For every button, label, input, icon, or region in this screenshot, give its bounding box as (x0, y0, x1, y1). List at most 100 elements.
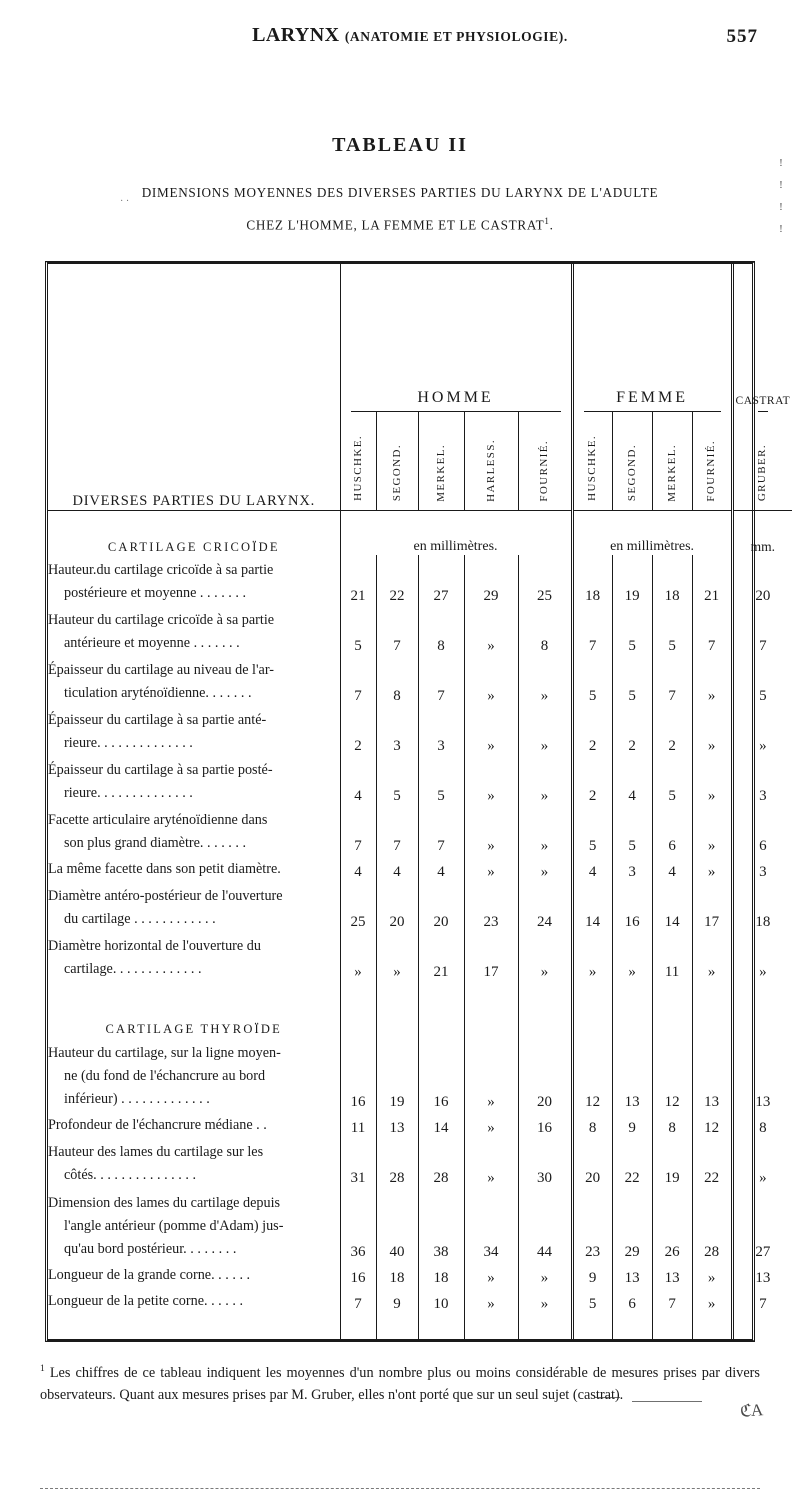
page-bottom-rule (40, 1488, 760, 1489)
row-label: Longueur de la petite corne. . . . . . (48, 1293, 244, 1310)
cell-value: 18 (651, 555, 693, 606)
cell-value: 20 (517, 1037, 573, 1112)
cell-value: 24 (517, 881, 573, 932)
cell-value: 4 (339, 755, 376, 806)
cell-value: 5 (611, 605, 653, 656)
cell-value: » (517, 1287, 573, 1314)
table-row: Diamètre antéro-postérieur de l'ouvertur… (48, 881, 793, 932)
table-subtitle: DIMENSIONS MOYENNES DES DIVERSES PARTIES… (141, 185, 659, 233)
cell-value: 5 (651, 755, 693, 806)
cell-value: 7 (417, 805, 464, 856)
table-row: Épaisseur du cartilage à sa partie anté-… (48, 705, 793, 756)
cell-value: » (375, 931, 418, 982)
table-row: Longueur de la petite corne. . . . . . 7… (48, 1287, 793, 1314)
cell-value: 29 (463, 555, 518, 606)
section-label-cricoide: CARTILAGE CRICOÏDE (107, 540, 280, 555)
unit-femme: en millimètres. (570, 510, 733, 556)
cell-value: 11 (339, 1111, 376, 1138)
cell-value: » (691, 1261, 733, 1288)
margin-marks: !!!! (779, 157, 783, 235)
cell-value: » (517, 1261, 573, 1288)
cell-value: 5 (611, 655, 653, 706)
cell-value: 5 (570, 1287, 613, 1314)
cell-value: » (730, 931, 793, 982)
cell-value: 5 (651, 605, 693, 656)
cell-value: » (611, 931, 653, 982)
cell-value: » (463, 755, 518, 806)
col-header-homme-segond: SEGOND. (375, 412, 418, 512)
cell-value: » (517, 755, 573, 806)
cell-value: 34 (463, 1187, 518, 1262)
section-header-thyroide: CARTILAGE THYROÏDE (48, 981, 793, 1038)
cell-value: 25 (339, 881, 376, 932)
cell-value: » (517, 655, 573, 706)
row-label: Dimension des lames du cartilage depuis … (48, 1195, 284, 1258)
cell-value: 5 (570, 805, 613, 856)
cell-value: 14 (417, 1111, 464, 1138)
cell-value: 30 (517, 1137, 573, 1188)
cell-value: 7 (339, 655, 376, 706)
cell-value: 19 (611, 555, 653, 606)
cell-value: 3 (417, 705, 464, 756)
cell-value: 3 (375, 705, 418, 756)
col-header-femme-merkel: MERKEL. (651, 412, 693, 512)
col-header-castrat-gruber: GRUBER. (730, 412, 793, 512)
measurements-table-frame: DIVERSES PARTIES DU LARYNX. HOMME FEMME … (45, 261, 793, 1343)
cell-value: » (463, 1261, 518, 1288)
document-page: LARYNX (ANATOMIE ET PHYSIOLOGIE). 557 · … (0, 24, 800, 1507)
cell-value: » (463, 805, 518, 856)
col-header-homme-harless: HARLESS. (463, 412, 518, 512)
cell-value: 17 (463, 931, 518, 982)
cell-value: » (463, 655, 518, 706)
cell-value: 2 (570, 755, 613, 806)
table-row: Hauteur.du cartilage cricoïde à sa parti… (48, 555, 793, 606)
cell-value: » (691, 805, 733, 856)
footnote: 1 Les chiffres de ce tableau indiquent l… (40, 1358, 760, 1406)
cell-value: 7 (730, 1287, 793, 1314)
cell-value: 8 (651, 1111, 693, 1138)
cell-value: 13 (611, 1037, 653, 1112)
cell-value: 13 (691, 1037, 733, 1112)
cell-value: 7 (339, 805, 376, 856)
cell-value: 8 (417, 605, 464, 656)
cell-value: 5 (417, 755, 464, 806)
cell-value: 3 (730, 755, 793, 806)
table-row: La même facette dans son petit diamètre.… (48, 855, 793, 882)
cell-value: » (730, 1137, 793, 1188)
cell-value: 19 (651, 1137, 693, 1188)
cell-value: 6 (611, 1287, 653, 1314)
cell-value: » (691, 931, 733, 982)
cell-value: 7 (651, 655, 693, 706)
row-label: Diamètre horizontal de l'ouverture du ca… (48, 938, 261, 978)
cell-value: 21 (339, 555, 376, 606)
cell-value: 7 (570, 605, 613, 656)
cell-value: 18 (730, 881, 793, 932)
cell-value: 20 (375, 881, 418, 932)
row-label: Hauteur des lames du cartilage sur les c… (48, 1144, 264, 1184)
cell-value: 7 (417, 655, 464, 706)
row-label: Facette articulaire aryténoïdienne dans … (48, 812, 268, 852)
cell-value: 27 (730, 1187, 793, 1262)
cell-value: » (517, 705, 573, 756)
cell-value: 7 (375, 805, 418, 856)
cell-value: 7 (339, 1287, 376, 1314)
cell-value: 2 (339, 705, 376, 756)
cell-value: 36 (339, 1187, 376, 1262)
table-subtitle-line2: CHEZ L'HOMME, LA FEMME ET LE CASTRAT (246, 217, 545, 233)
col-header-homme-huschke: HUSCHKE. (339, 412, 376, 512)
cell-value: 3 (730, 855, 793, 882)
cell-value: 9 (570, 1261, 613, 1288)
cell-value: » (339, 931, 376, 982)
cell-value: 7 (651, 1287, 693, 1314)
cell-value: 11 (651, 931, 693, 982)
footnote-text: Les chiffres de ce tableau indiquent les… (40, 1365, 760, 1404)
cell-value: 20 (417, 881, 464, 932)
cell-value: » (463, 1037, 518, 1112)
cell-value: 4 (570, 855, 613, 882)
running-head: LARYNX (ANATOMIE ET PHYSIOLOGIE). 557 (0, 24, 800, 76)
cell-value: 5 (611, 805, 653, 856)
col-header-femme-fournie: FOURNIÉ. (691, 412, 733, 512)
cell-value: 8 (730, 1111, 793, 1138)
cell-value: » (691, 755, 733, 806)
cell-value: 23 (570, 1187, 613, 1262)
